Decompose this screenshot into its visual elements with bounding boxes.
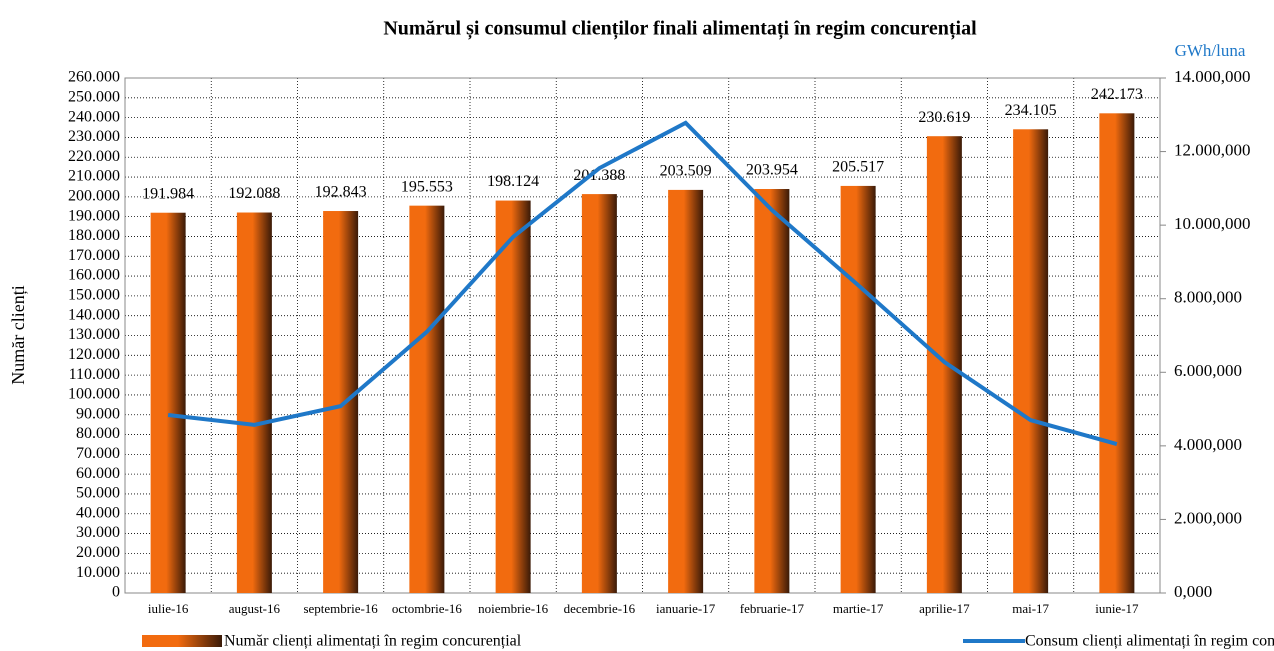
x-tick-label: martie-17 — [832, 601, 884, 616]
y2-tick-label: 12.000,000 — [1174, 140, 1251, 159]
data-label: 195.553 — [401, 178, 453, 195]
plot-border — [124, 77, 1161, 594]
bar — [926, 136, 962, 594]
y-tick-label: 220.000 — [68, 148, 120, 165]
y2-tick-label: 2.000,000 — [1174, 508, 1242, 527]
y-tick-label: 130.000 — [68, 326, 120, 343]
data-label: 203.954 — [746, 162, 798, 179]
x-tick-label: mai-17 — [1012, 601, 1050, 616]
x-tick-label: august-16 — [228, 601, 281, 616]
legend-label: Număr clienți alimentați în regim concur… — [224, 633, 522, 650]
bar — [409, 205, 445, 593]
y2-tick-label: 0,000 — [1174, 582, 1212, 601]
y-tick-label: 140.000 — [68, 306, 120, 323]
bar — [323, 211, 359, 593]
legend-swatch — [142, 635, 222, 647]
y2-axis-title: GWh/luna — [1175, 41, 1246, 60]
data-label: 198.124 — [487, 173, 539, 190]
y2-tick-label: 10.000,000 — [1174, 214, 1251, 233]
x-tick-label: ianuarie-17 — [656, 601, 716, 616]
bar — [236, 212, 272, 593]
bar — [1099, 113, 1135, 594]
y2-tick-label: 4.000,000 — [1174, 435, 1242, 454]
y-tick-label: 0 — [112, 584, 120, 601]
bar — [581, 194, 617, 593]
data-label: 191.984 — [142, 185, 194, 202]
chart-title: Numărul și consumul clienților finali al… — [383, 18, 977, 41]
y-tick-label: 150.000 — [68, 287, 120, 304]
y-tick-label: 20.000 — [76, 544, 120, 561]
x-tick-label: septembrie-16 — [303, 601, 378, 616]
y2-tick-label: 6.000,000 — [1174, 361, 1242, 380]
data-label: 192.843 — [315, 184, 367, 201]
y-tick-label: 10.000 — [76, 564, 120, 581]
y-tick-label: 190.000 — [68, 207, 120, 224]
y-tick-label: 160.000 — [68, 267, 120, 284]
y-tick-label: 210.000 — [68, 168, 120, 185]
y-tick-label: 180.000 — [68, 227, 120, 244]
bar — [495, 200, 531, 593]
x-tick-label: iunie-17 — [1095, 601, 1139, 616]
bar — [668, 189, 704, 593]
data-label: 230.619 — [918, 109, 970, 126]
y-tick-label: 120.000 — [68, 346, 120, 363]
y-tick-label: 200.000 — [68, 188, 120, 205]
y-axis-title: Număr clienți — [8, 285, 28, 384]
data-label: 234.105 — [1005, 102, 1057, 119]
y-tick-label: 260.000 — [68, 69, 120, 86]
x-tick-label: decembrie-16 — [563, 601, 636, 616]
y2-tick-label: 14.000,000 — [1174, 67, 1251, 86]
y-tick-label: 50.000 — [76, 485, 120, 502]
legend-label: Consum clienți alimentați în regim concu… — [1025, 633, 1274, 650]
x-tick-label: februarie-17 — [739, 601, 804, 616]
y-tick-label: 240.000 — [68, 108, 120, 125]
bar — [754, 189, 790, 593]
y-tick-label: 60.000 — [76, 465, 120, 482]
data-label: 203.509 — [660, 163, 712, 180]
y-tick-label: 80.000 — [76, 425, 120, 442]
bar — [1013, 129, 1049, 593]
x-tick-label: aprilie-17 — [919, 601, 970, 616]
y-tick-label: 40.000 — [76, 504, 120, 521]
y-tick-label: 70.000 — [76, 445, 120, 462]
y-tick-label: 30.000 — [76, 524, 120, 541]
x-tick-label: octombrie-16 — [391, 601, 462, 616]
y-tick-label: 100.000 — [68, 386, 120, 403]
line — [167, 120, 1118, 446]
y-tick-label: 110.000 — [69, 366, 120, 383]
bar — [840, 185, 876, 593]
y2-tick-label: 8.000,000 — [1174, 288, 1242, 307]
data-label: 205.517 — [832, 159, 884, 176]
y-tick-label: 250.000 — [68, 88, 120, 105]
data-label: 192.088 — [228, 185, 280, 202]
x-tick-label: iulie-16 — [147, 601, 189, 616]
data-label: 242.173 — [1091, 86, 1143, 103]
x-tick-label: noiembrie-16 — [478, 601, 549, 616]
y-tick-label: 170.000 — [68, 247, 120, 264]
y-tick-label: 90.000 — [76, 405, 120, 422]
y-tick-label: 230.000 — [68, 128, 120, 145]
bar — [150, 212, 186, 593]
